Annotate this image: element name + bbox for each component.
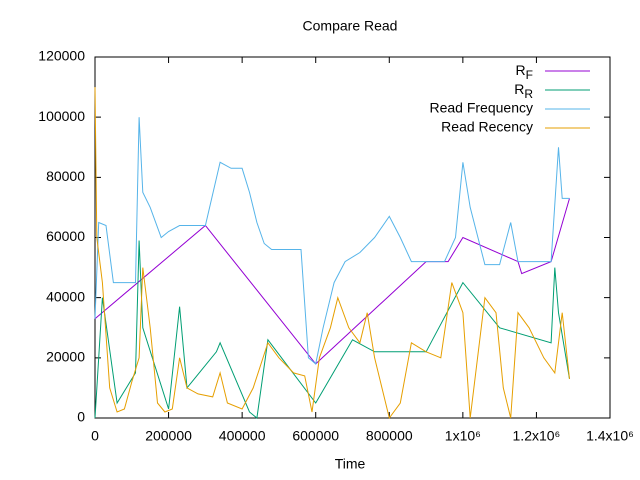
series-line <box>94 87 570 420</box>
x-tick-label: 400000 <box>219 428 266 444</box>
legend-label: RR <box>514 81 533 101</box>
x-tick-label: 1x10⁶ <box>445 428 481 444</box>
x-tick-label: 800000 <box>366 428 413 444</box>
series-line <box>94 198 570 365</box>
y-tick-label: 60000 <box>46 228 85 244</box>
x-axis-label: Time <box>335 456 366 472</box>
x-tick-label: 0 <box>91 428 99 444</box>
y-tick-label: 120000 <box>38 48 85 64</box>
series-line <box>94 240 570 419</box>
legend-label: Read Recency <box>441 119 533 135</box>
legend-label: RF <box>516 62 533 82</box>
x-tick-label: 1.4x10⁶ <box>586 428 634 444</box>
y-tick-label: 0 <box>77 409 85 425</box>
y-tick-label: 40000 <box>46 288 85 304</box>
x-tick-label: 200000 <box>145 428 192 444</box>
x-tick-label: 600000 <box>292 428 339 444</box>
y-tick-label: 20000 <box>46 349 85 365</box>
y-tick-label: 80000 <box>46 168 85 184</box>
series-line <box>94 117 570 365</box>
legend-label: Read Frequency <box>429 100 533 116</box>
chart-title: Compare Read <box>303 18 398 34</box>
x-tick-label: 1.2x10⁶ <box>513 428 561 444</box>
y-tick-label: 100000 <box>38 108 85 124</box>
